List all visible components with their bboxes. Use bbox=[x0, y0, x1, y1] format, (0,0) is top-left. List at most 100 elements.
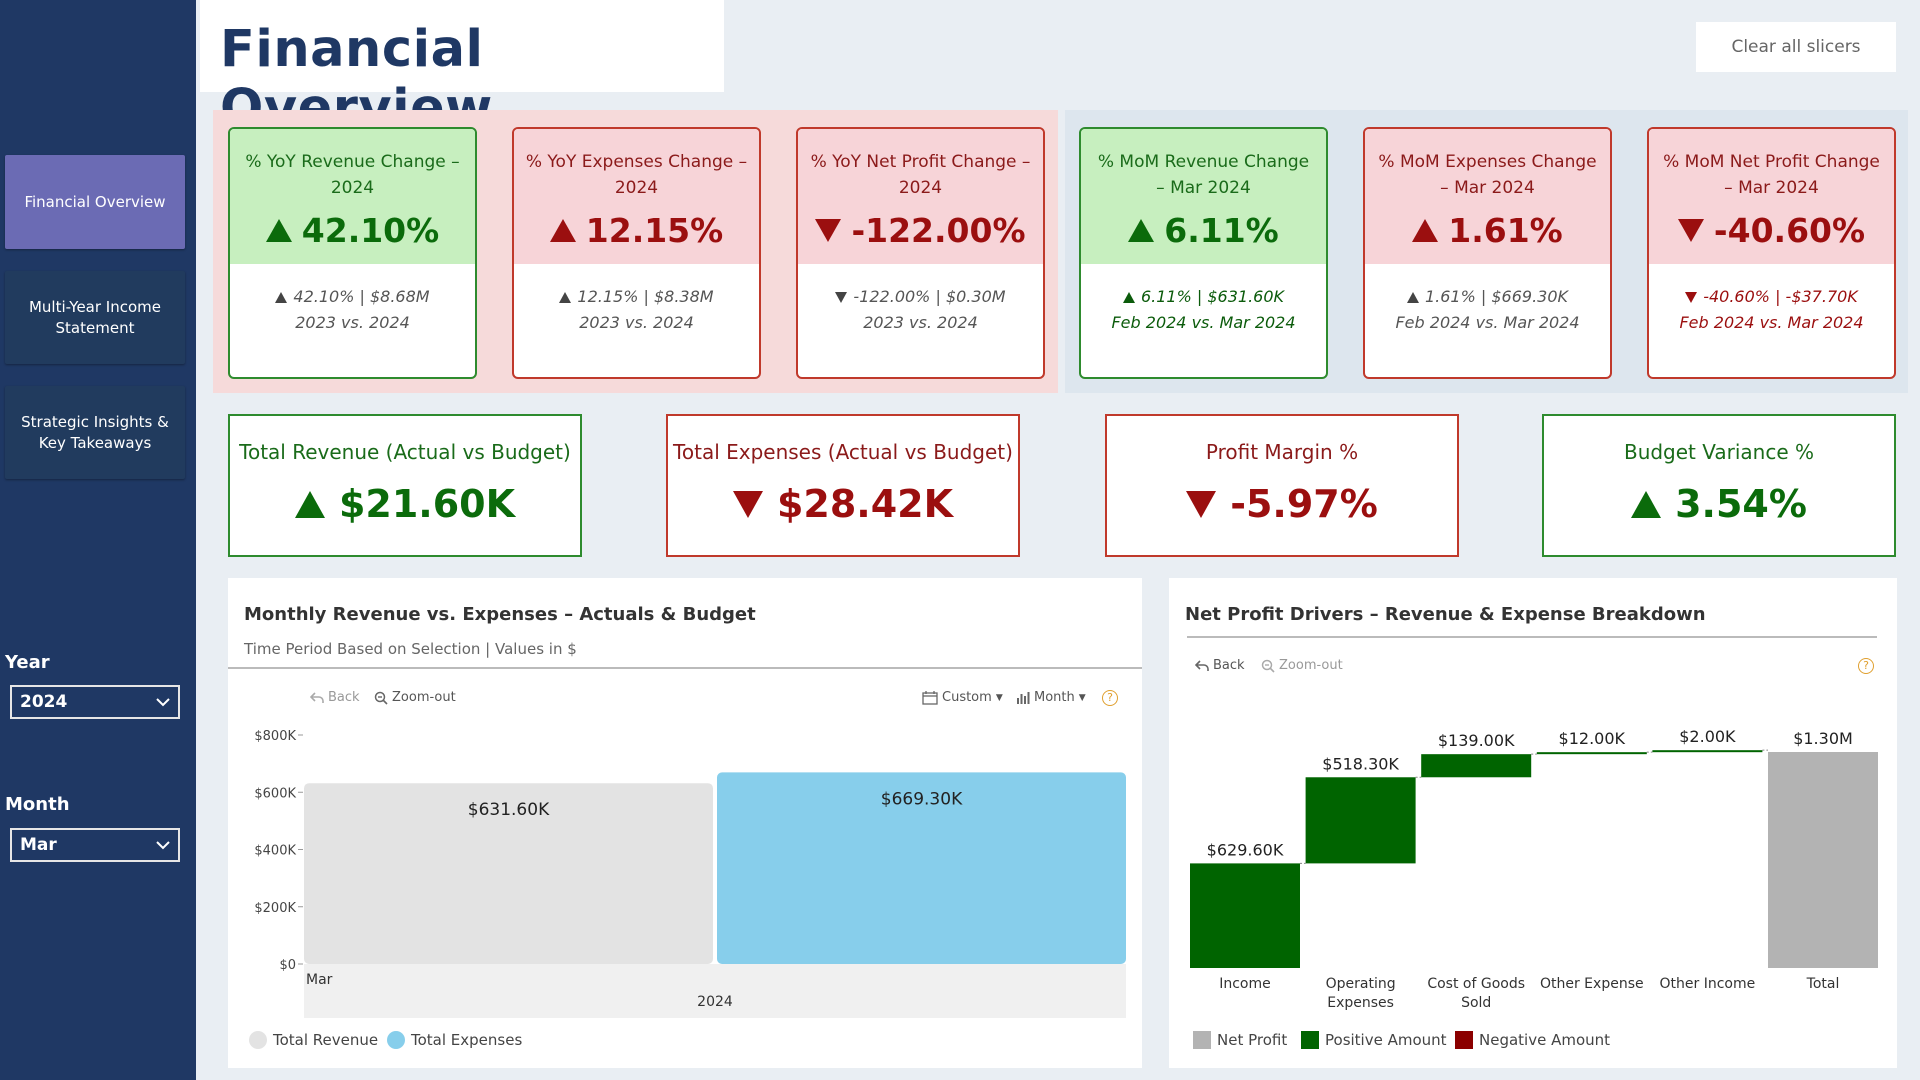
kpi-period: Feb 2024 vs. Mar 2024 bbox=[1679, 313, 1864, 332]
nav-financial-overview[interactable]: Financial Overview bbox=[5, 155, 185, 249]
kpi-period: Feb 2024 vs. Mar 2024 bbox=[1111, 313, 1296, 332]
waterfall-chart: $629.60K Income $518.30K Operating Expenses $… bbox=[1190, 727, 1878, 1011]
custom-label: Custom bbox=[942, 690, 992, 705]
zoom-out-icon bbox=[1261, 659, 1275, 673]
x-tick-label: Other Income bbox=[1660, 976, 1756, 992]
chart-title: Net Profit Drivers – Revenue & Expense B… bbox=[1185, 604, 1706, 625]
legend-total-revenue[interactable]: Total Revenue bbox=[249, 1031, 378, 1049]
kpi-title: % YoY Expenses Change – 2024 bbox=[525, 152, 748, 198]
month-slicer[interactable]: Mar bbox=[10, 828, 180, 862]
chevron-down-icon bbox=[156, 841, 170, 850]
net-profit-drivers-panel: Net Profit Drivers – Revenue & Expense B… bbox=[1169, 578, 1897, 1068]
x-tick-label: Cost of Goods bbox=[1427, 976, 1525, 992]
kpi-detail: 1.61% | $669.30K bbox=[1424, 287, 1569, 306]
kpi-mom-expenses: % MoM Expenses Change – Mar 2024 1.61% 1… bbox=[1363, 127, 1612, 379]
page-title: Financial Overview bbox=[220, 20, 493, 138]
kpi-title: % MoM Expenses Change – Mar 2024 bbox=[1378, 152, 1597, 198]
zoom-out-icon bbox=[374, 691, 388, 705]
legend-positive-amount[interactable]: Positive Amount bbox=[1301, 1031, 1447, 1049]
card-title: Total Expenses (Actual vs Budget) bbox=[673, 440, 1013, 464]
zoom-out-label: Zoom-out bbox=[1279, 658, 1343, 673]
waterfall-bar bbox=[1190, 863, 1300, 968]
kpi-period: 2023 vs. 2024 bbox=[863, 313, 978, 332]
kpi-period: Feb 2024 vs. Mar 2024 bbox=[1395, 313, 1580, 332]
kpi-detail: 6.11% | $631.60K bbox=[1140, 287, 1285, 306]
card-budget-variance: Budget Variance % 3.54% bbox=[1542, 414, 1896, 557]
x-tick-label: Mar bbox=[306, 972, 333, 988]
year-slicer[interactable]: 2024 bbox=[10, 685, 180, 719]
arrow-up-icon bbox=[1128, 219, 1155, 242]
zoom-out-button[interactable]: Zoom-out bbox=[374, 690, 456, 705]
title-box: Financial Overview bbox=[200, 0, 724, 138]
card-title: Total Revenue (Actual vs Budget) bbox=[239, 440, 571, 464]
data-label: $12.00K bbox=[1559, 729, 1626, 748]
help-icon[interactable]: ? bbox=[1102, 690, 1118, 706]
custom-dropdown[interactable]: Custom ▼ bbox=[922, 690, 1003, 705]
data-label: $629.60K bbox=[1207, 840, 1284, 859]
arrow-down-icon bbox=[835, 291, 848, 303]
clear-slicers-button[interactable]: Clear all slicers bbox=[1696, 22, 1896, 72]
data-label: $518.30K bbox=[1322, 754, 1399, 773]
arrow-up-icon bbox=[559, 291, 572, 303]
kpi-value: 6.11% bbox=[1164, 211, 1279, 250]
help-icon[interactable]: ? bbox=[1858, 658, 1874, 674]
caret-down-icon: ▼ bbox=[1078, 692, 1086, 703]
legend-net-profit[interactable]: Net Profit bbox=[1193, 1031, 1287, 1049]
year-slicer-label: Year bbox=[5, 652, 50, 673]
data-label: $139.00K bbox=[1438, 731, 1515, 750]
legend-swatch bbox=[387, 1031, 405, 1049]
bar-total-revenue bbox=[304, 783, 713, 964]
arrow-down-icon bbox=[1685, 291, 1698, 303]
zoom-out-button[interactable]: Zoom-out bbox=[1261, 658, 1343, 673]
month-granularity-dropdown[interactable]: Month ▼ bbox=[1016, 690, 1086, 705]
x-tick-label: Operating bbox=[1326, 976, 1396, 992]
legend-total-expenses[interactable]: Total Expenses bbox=[387, 1031, 522, 1049]
data-label: $631.60K bbox=[468, 800, 550, 820]
waterfall-bar bbox=[1768, 752, 1878, 968]
data-label: $1.30M bbox=[1793, 729, 1853, 748]
arrow-up-icon bbox=[275, 291, 288, 303]
arrow-up-icon bbox=[1631, 490, 1662, 518]
back-button[interactable]: Back bbox=[310, 690, 360, 705]
arrow-up-icon bbox=[1406, 291, 1419, 303]
month-slicer-label: Month bbox=[5, 794, 70, 815]
legend-swatch bbox=[1301, 1031, 1319, 1049]
y-tick-label: $600K bbox=[254, 786, 296, 801]
calendar-icon bbox=[922, 690, 938, 705]
divider bbox=[1187, 636, 1877, 638]
back-arrow-icon bbox=[310, 691, 324, 703]
legend-negative-amount[interactable]: Negative Amount bbox=[1455, 1031, 1610, 1049]
kpi-title: % YoY Net Profit Change – 2024 bbox=[810, 152, 1031, 198]
card-value: -5.97% bbox=[1230, 482, 1378, 526]
waterfall-bar bbox=[1305, 777, 1416, 864]
card-profit-margin: Profit Margin % -5.97% bbox=[1105, 414, 1459, 557]
kpi-detail: -40.60% | -$37.70K bbox=[1703, 287, 1858, 306]
nav-strategic-insights-label: Strategic Insights & Key Takeaways bbox=[21, 412, 169, 452]
kpi-period: 2023 vs. 2024 bbox=[295, 313, 410, 332]
chart-title: Monthly Revenue vs. Expenses – Actuals &… bbox=[244, 604, 756, 625]
waterfall-bar bbox=[1652, 750, 1763, 753]
kpi-value: -40.60% bbox=[1713, 211, 1866, 250]
back-arrow-icon bbox=[1195, 659, 1209, 671]
arrow-down-icon bbox=[1186, 490, 1217, 518]
arrow-up-icon bbox=[265, 219, 292, 242]
legend-label: Positive Amount bbox=[1325, 1031, 1447, 1049]
legend-label: Total Expenses bbox=[411, 1031, 523, 1049]
back-label: Back bbox=[328, 690, 360, 705]
kpi-mom-net-profit: % MoM Net Profit Change – Mar 2024 -40.6… bbox=[1647, 127, 1896, 379]
chevron-down-icon bbox=[156, 698, 170, 707]
nav-strategic-insights[interactable]: Strategic Insights & Key Takeaways bbox=[5, 386, 185, 479]
kpi-value: 42.10% bbox=[301, 211, 440, 250]
y-tick-label: $200K bbox=[254, 901, 296, 916]
kpi-detail: 12.15% | $8.38M bbox=[577, 287, 714, 306]
back-button[interactable]: Back bbox=[1195, 658, 1245, 673]
zoom-out-label: Zoom-out bbox=[392, 690, 456, 705]
nav-multi-year-income[interactable]: Multi-Year Income Statement bbox=[5, 271, 185, 364]
nav-multi-year-income-label: Multi-Year Income Statement bbox=[28, 297, 162, 337]
month-label: Month bbox=[1034, 690, 1075, 705]
kpi-yoy-revenue: % YoY Revenue Change – 2024 42.10% 42.10… bbox=[228, 127, 477, 379]
legend-label: Net Profit bbox=[1217, 1031, 1288, 1049]
legend-swatch bbox=[1455, 1031, 1473, 1049]
arrow-up-icon bbox=[1412, 219, 1439, 242]
legend-label: Negative Amount bbox=[1479, 1031, 1611, 1049]
